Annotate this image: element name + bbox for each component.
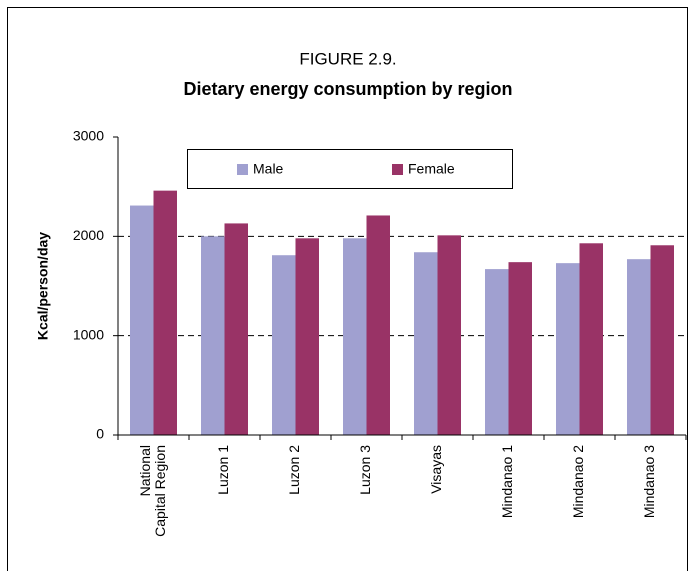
bar (650, 245, 674, 435)
x-tick-label: Luzon 2 (286, 445, 302, 495)
bar (508, 262, 532, 435)
bar (295, 238, 319, 435)
legend-box (187, 149, 513, 189)
legend-label: Male (253, 161, 284, 177)
chart-subtitle: Dietary energy consumption by region (183, 79, 512, 99)
bar (556, 263, 580, 435)
x-tick-label: NationalCapital Region (137, 445, 168, 537)
bar (201, 236, 225, 435)
legend-swatch (392, 164, 403, 175)
bar (485, 269, 509, 435)
y-tick-label: 1000 (73, 326, 104, 342)
legend-label: Female (408, 161, 455, 177)
bar (414, 252, 438, 435)
x-tick-label: Luzon 1 (215, 445, 231, 495)
bar (366, 215, 390, 435)
bar (130, 205, 154, 435)
bar (627, 259, 651, 435)
bar (272, 255, 296, 435)
bar (224, 223, 248, 435)
bar (437, 235, 461, 435)
frame (7, 7, 688, 571)
x-tick-label: Visayas (428, 445, 444, 494)
y-tick-label: 2000 (73, 227, 104, 243)
bar (153, 190, 177, 435)
bar (343, 238, 367, 435)
y-tick-label: 0 (96, 426, 104, 442)
chart-title: FIGURE 2.9. (299, 49, 396, 68)
x-tick-label: Mindanao 2 (570, 445, 586, 518)
x-tick-label: Luzon 3 (357, 445, 373, 495)
bar (579, 243, 603, 435)
x-tick-label: Mindanao 1 (499, 445, 515, 518)
legend-swatch (237, 164, 248, 175)
y-tick-label: 3000 (73, 128, 104, 144)
x-tick-label: Mindanao 3 (641, 445, 657, 518)
y-axis-label: Kcal/person/day (35, 232, 51, 340)
